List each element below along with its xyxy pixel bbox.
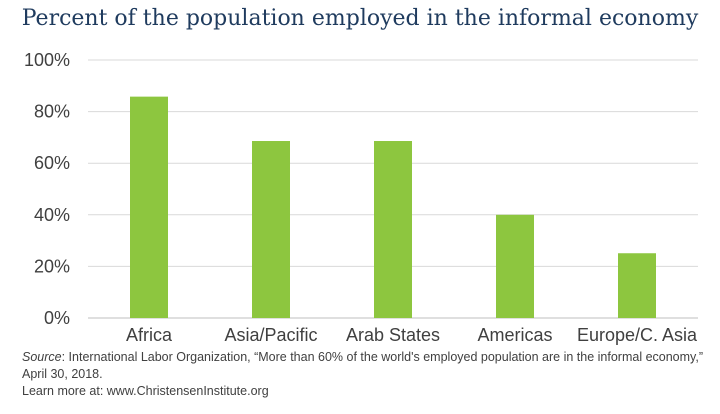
y-tick-label: 0% (44, 308, 70, 328)
bars (130, 96, 656, 318)
source-label: Source (22, 350, 62, 364)
x-tick-label: Arab States (346, 325, 440, 345)
source-text: : International Labor Organization, “Mor… (22, 350, 704, 381)
bar-americas (496, 214, 534, 318)
y-tick-label: 80% (34, 102, 70, 122)
y-tick-label: 20% (34, 256, 70, 276)
bar-chart: 0% 20% 40% 60% 80% 100% Africa Asia/Pacific Ara… (24, 50, 698, 345)
x-tick-label: Asia/Pacific (224, 325, 317, 345)
bar-asia-pacific (252, 141, 290, 318)
chart-title: Percent of the population employed in th… (21, 6, 699, 31)
bar-africa (130, 96, 168, 318)
learn-more-text: Learn more at: www.ChristensenInstitute.… (22, 384, 269, 398)
x-tick-label: Europe/C. Asia (577, 325, 698, 345)
y-tick-label: 100% (24, 50, 70, 70)
y-tick-label: 40% (34, 205, 70, 225)
y-axis-ticks: 0% 20% 40% 60% 80% 100% (24, 50, 70, 328)
bar-arab-states (374, 141, 412, 318)
x-tick-label: Africa (126, 325, 173, 345)
source-note: Source: International Labor Organization… (22, 349, 712, 400)
x-axis-ticks: Africa Asia/Pacific Arab States Americas Eur… (126, 325, 698, 345)
x-tick-label: Americas (477, 325, 552, 345)
bar-europe-c-asia (618, 253, 656, 318)
y-tick-label: 60% (34, 153, 70, 173)
